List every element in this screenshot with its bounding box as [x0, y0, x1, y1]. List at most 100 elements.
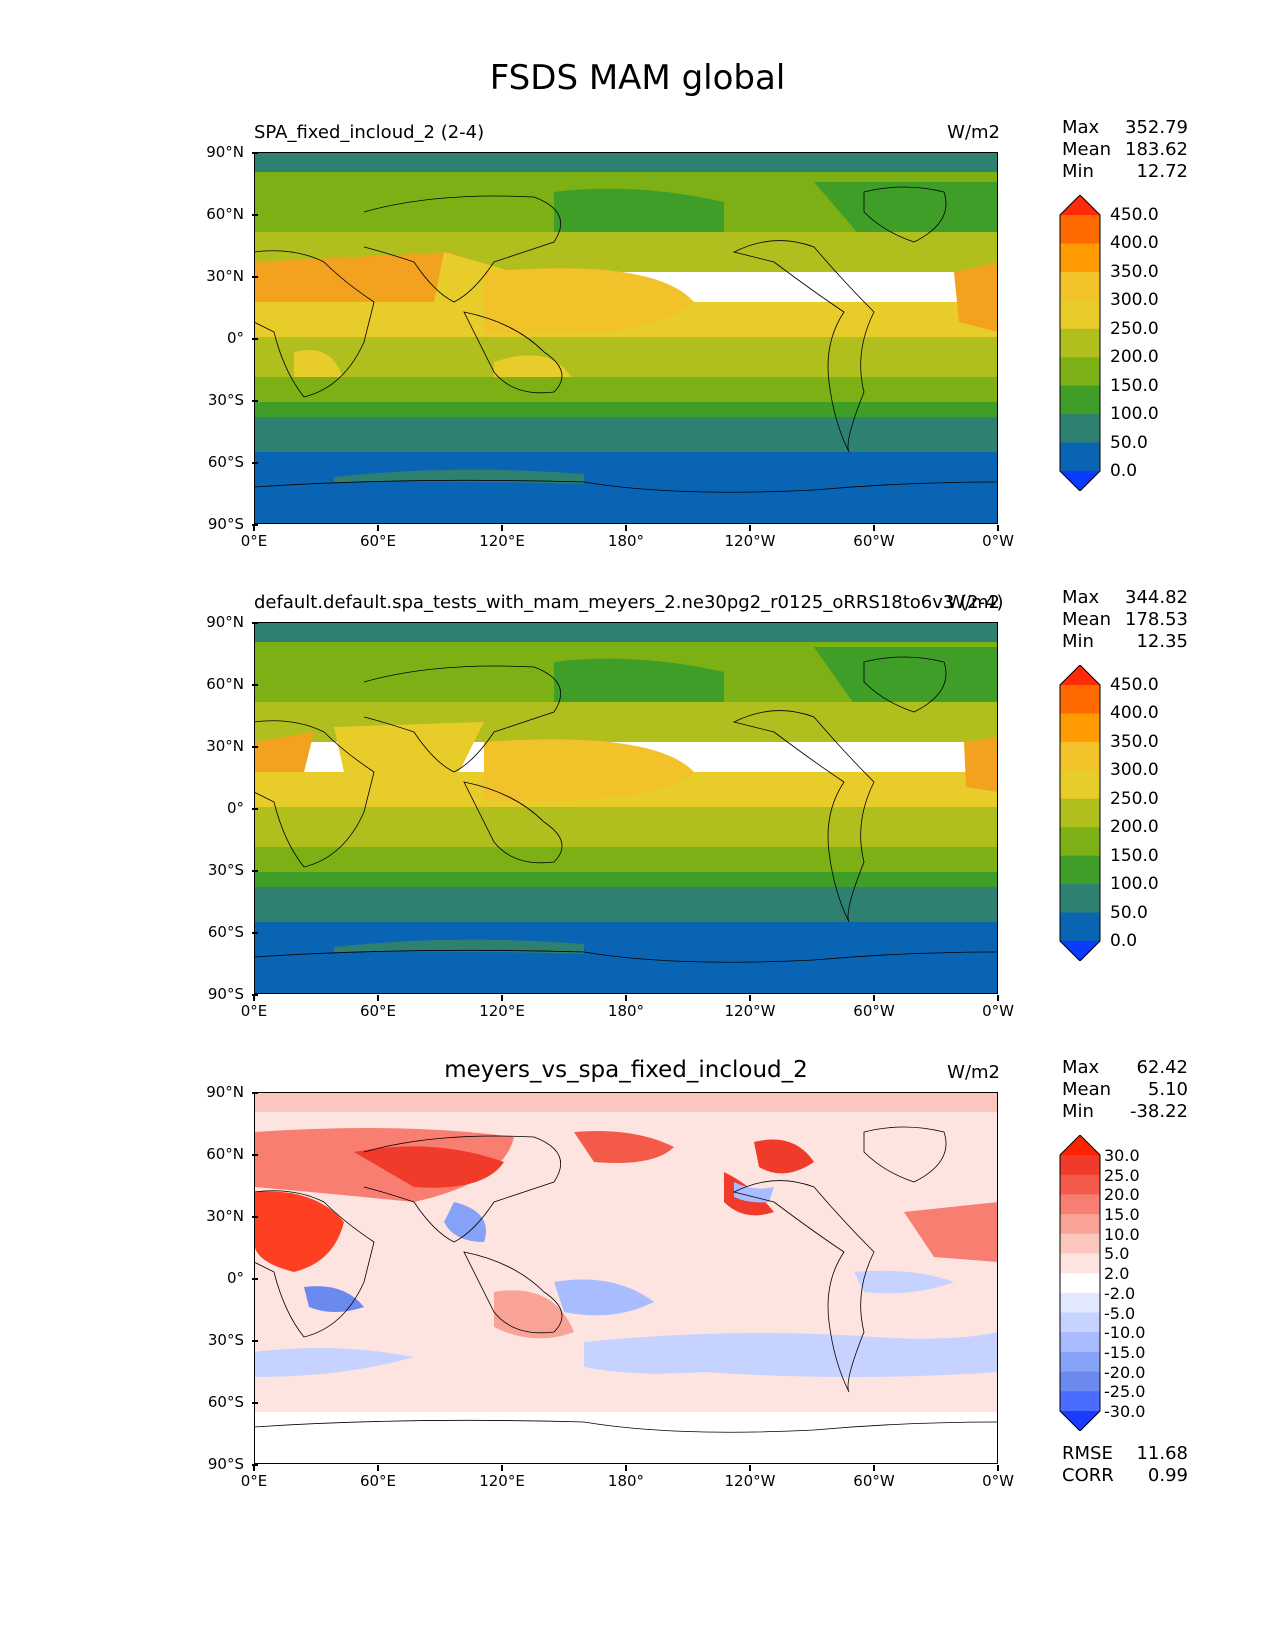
colorbar-outline	[1059, 1135, 1101, 1431]
panel-3-xtick: 0°W	[958, 1465, 1038, 1490]
panel-3-ytick: 30°N	[184, 1207, 258, 1225]
panel-3-ytick: 60°S	[184, 1393, 258, 1411]
colorbar-tick-label: 20.0	[1104, 1185, 1140, 1205]
colorbar-segment	[1060, 1135, 1100, 1155]
panel-2-ytick: 60°N	[184, 675, 258, 693]
colorbar-outline	[1059, 665, 1101, 961]
colorbar-tick-label: 200.0	[1110, 817, 1159, 838]
panel-2-xtick: 120°W	[710, 995, 790, 1020]
panel-3-xtick: 60°E	[338, 1465, 418, 1490]
colorbar-tick-label: 50.0	[1110, 902, 1148, 923]
colorbar-segment	[1060, 195, 1100, 215]
figure-title: FSDS MAM global	[489, 58, 786, 98]
colorbar-tick-label: 50.0	[1110, 432, 1148, 453]
panel-3-mean-label: Mean	[1062, 1079, 1112, 1100]
panel-1-mean-value: 183.62	[1125, 139, 1188, 160]
colorbar-segment	[1060, 271, 1100, 301]
colorbar-tick-label: -30.0	[1104, 1402, 1146, 1421]
colorbar-tick-label: -10.0	[1104, 1323, 1146, 1343]
colorbar-segment	[1060, 471, 1100, 491]
panel-3-rmse-label: RMSE	[1062, 1443, 1113, 1464]
panel-3-xtick: 120°W	[710, 1465, 790, 1490]
colorbar-segment	[1060, 713, 1100, 743]
panel-2-mean-label: Mean	[1062, 609, 1112, 630]
panel-3-xtick: 120°E	[462, 1465, 542, 1490]
colorbar-tick-label: 2.0	[1104, 1264, 1130, 1284]
colorbar-tick-label: 5.0	[1104, 1244, 1130, 1264]
panel-1-colorbar	[1059, 195, 1101, 491]
colorbar-segment	[1060, 243, 1100, 273]
colorbar-segment	[1060, 884, 1100, 914]
colorbar-tick-label: 450.0	[1110, 675, 1159, 695]
panel-3-corr-value: 0.99	[1147, 1465, 1188, 1486]
panel-3-min-value: -38.22	[1129, 1101, 1188, 1122]
panel-1-units: W/m2	[947, 122, 1000, 143]
colorbar-segment	[1060, 1273, 1100, 1294]
colorbar-segment	[1060, 1194, 1100, 1215]
panel-2-xtick: 60°W	[834, 995, 914, 1020]
panel-3-mean-value: 5.10	[1147, 1079, 1188, 1100]
colorbar-outline	[1059, 195, 1101, 491]
panel-1-xtick: 60°W	[834, 525, 914, 550]
panel-3-min-label: Min	[1062, 1101, 1094, 1122]
panel-2-min-value: 12.35	[1136, 631, 1188, 652]
panel-2-units: W/m2	[947, 592, 1000, 613]
colorbar-tick-label: -25.0	[1104, 1382, 1146, 1402]
colorbar-tick-label: 150.0	[1110, 845, 1159, 866]
colorbar-segment	[1060, 685, 1100, 714]
panel-2-title: default.default.spa_tests_with_mam_meyer…	[254, 592, 1004, 613]
panel-2-ytick: 30°N	[184, 737, 258, 755]
colorbar-tick-label: -5.0	[1104, 1303, 1136, 1323]
panel-2-ytick: 0°	[184, 799, 258, 817]
panel-3-corr-label: CORR	[1062, 1465, 1114, 1486]
colorbar-segment	[1060, 215, 1100, 244]
panel-3-xtick: 180°	[586, 1465, 666, 1490]
colorbar-segment	[1060, 1411, 1100, 1431]
panel-2-ytick: 60°S	[184, 923, 258, 941]
panel-1-ytick: 30°S	[184, 391, 258, 409]
colorbar-segment	[1060, 741, 1100, 771]
colorbar-segment	[1060, 827, 1100, 857]
panel-1-xtick: 120°W	[710, 525, 790, 550]
colorbar-tick-label: 350.0	[1110, 261, 1159, 282]
panel-3-title: meyers_vs_spa_fixed_incloud_2	[444, 1057, 808, 1083]
colorbar-segment	[1060, 1253, 1100, 1274]
colorbar-tick-label: -2.0	[1104, 1283, 1136, 1303]
colorbar-segment	[1060, 1332, 1100, 1353]
colorbar-segment	[1060, 941, 1100, 961]
panel-3-ytick: 90°N	[184, 1083, 258, 1101]
colorbar-tick-label: 100.0	[1110, 874, 1159, 895]
colorbar-tick-label: 300.0	[1110, 290, 1159, 311]
colorbar-tick-label: 10.0	[1104, 1224, 1140, 1244]
colorbar-segment	[1060, 1155, 1100, 1176]
colorbar-tick-label: 400.0	[1110, 703, 1159, 724]
colorbar-tick-label: 250.0	[1110, 788, 1159, 809]
colorbar-tick-label: 150.0	[1110, 375, 1159, 396]
colorbar-tick-label: 400.0	[1110, 233, 1159, 254]
colorbar-segment	[1060, 912, 1100, 942]
panel-2-max-label: Max	[1062, 587, 1100, 608]
panel-3-max-value: 62.42	[1136, 1057, 1188, 1078]
panel-1-xtick: 0°W	[958, 525, 1038, 550]
colorbar-segment	[1060, 300, 1100, 330]
colorbar-tick-label: 100.0	[1110, 404, 1159, 425]
colorbar-segment	[1060, 442, 1100, 472]
colorbar-tick-label: 200.0	[1110, 347, 1159, 368]
colorbar-segment	[1060, 328, 1100, 358]
panel-2-min-label: Min	[1062, 631, 1094, 652]
panel-2-xtick: 60°E	[338, 995, 418, 1020]
panel-1-max-label: Max	[1062, 117, 1100, 138]
panel-2-xtick: 0°W	[958, 995, 1038, 1020]
panel-3-ytick: 0°	[184, 1269, 258, 1287]
panel-2-ytick: 90°N	[184, 613, 258, 631]
panel-2-map	[254, 622, 998, 994]
panel-2-colorbar	[1059, 665, 1101, 961]
panel-3-ytick: 90°S	[184, 1455, 258, 1473]
colorbar-segment	[1060, 770, 1100, 800]
colorbar-segment	[1060, 855, 1100, 885]
panel-2-xtick: 180°	[586, 995, 666, 1020]
panel-3-max-label: Max	[1062, 1057, 1100, 1078]
colorbar-tick-label: 25.0	[1104, 1165, 1140, 1185]
panel-1-mean-label: Mean	[1062, 139, 1112, 160]
colorbar-segment	[1060, 357, 1100, 387]
